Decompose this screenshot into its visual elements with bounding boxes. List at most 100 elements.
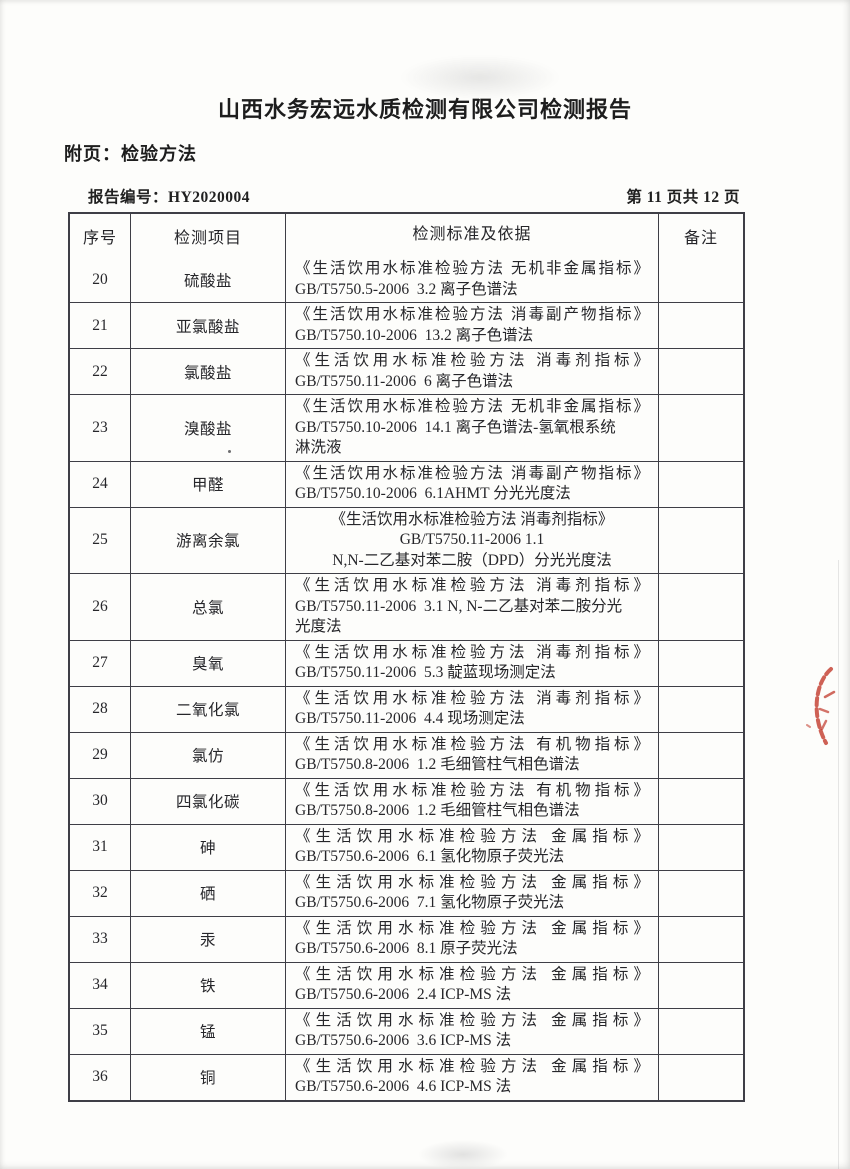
standard-line: GB/T5750.10-2006 13.2 离子色谱法 xyxy=(295,326,534,344)
table-row: 33 汞 《生活饮用水标准检验方法 金属指标》 GB/T5750.6-2006 8… xyxy=(70,915,743,962)
methods-table: 序号 检测项目 检测标准及依据 备注 20 硫酸盐 《生活饮用水标准检验方法 无… xyxy=(68,212,745,1102)
standard-line: 《生活饮用水标准检验方法 消毒剂指标》 xyxy=(330,510,614,528)
standard-line: GB/T5750.11-2006 5.3 靛蓝现场测定法 xyxy=(295,664,556,681)
table-row: 27 臭氧 《生活饮用水标准检验方法 消毒剂指标》 GB/T5750.11-200… xyxy=(70,639,743,686)
scan-smudge-top xyxy=(400,55,560,100)
remark-cell xyxy=(658,257,743,302)
remark-cell xyxy=(658,395,743,461)
report-number: 报告编号：HY2020004 xyxy=(88,185,250,207)
test-item-cell: 总氯 xyxy=(130,574,285,640)
standard-cell: 《生活饮用水标准检验方法 金属指标》 GB/T5750.6-2006 8.1 原子… xyxy=(285,916,658,962)
standard-line: 淋洗液 xyxy=(295,439,342,456)
standard-line: GB/T5750.6-2006 3.6 ICP-MS 法 xyxy=(295,1032,512,1049)
standard-line: GB/T5750.8-2006 1.2 毛细管柱气相色谱法 xyxy=(295,802,580,819)
scan-smudge-bottom xyxy=(418,1140,508,1169)
table-row: 34 铁 《生活饮用水标准检验方法 金属指标》 GB/T5750.6-2006 2… xyxy=(70,961,743,1008)
table-body: 20 硫酸盐 《生活饮用水标准检验方法 无机非金属指标》 GB/T5750.5-2… xyxy=(70,257,743,1100)
table-row: 32 硒 《生活饮用水标准检验方法 金属指标》 GB/T5750.6-2006 7… xyxy=(70,869,743,916)
test-item-cell: 游离余氯 xyxy=(130,507,285,573)
standard-cell: 《生活饮用水标准检验方法 消毒剂指标》 GB/T5750.11-2006 6 离子… xyxy=(285,349,658,394)
remark-cell xyxy=(658,640,743,686)
standard-line: 《生活饮用水标准检验方法 有机物指标》 xyxy=(295,735,649,753)
row-number-cell: 25 xyxy=(92,531,108,549)
remark-cell xyxy=(658,732,743,778)
table-row: 24 甲醛 《生活饮用水标准检验方法 消毒副产物指标》 GB/T5750.10-2… xyxy=(70,460,743,507)
header-test-item: 检测项目 xyxy=(130,214,285,257)
standard-line: N,N-二乙基对苯二胺（DPD）分光光度法 xyxy=(332,551,612,569)
remark-cell xyxy=(658,962,743,1008)
standard-cell: 《生活饮用水标准检验方法 金属指标》 GB/T5750.6-2006 4.6 IC… xyxy=(285,1054,658,1100)
table-row: 31 砷 《生活饮用水标准检验方法 金属指标》 GB/T5750.6-2006 6… xyxy=(70,823,743,870)
table-row: 25 游离余氯 《生活饮用水标准检验方法 消毒剂指标》 GB/T5750.11-2… xyxy=(70,506,743,573)
table-row: 22 氯酸盐 《生活饮用水标准检验方法 消毒剂指标》 GB/T5750.11-20… xyxy=(70,348,743,394)
row-number-cell: 31 xyxy=(92,838,108,855)
remark-cell xyxy=(658,507,743,573)
standard-line: 《生活饮用水标准检验方法 消毒剂指标》 xyxy=(295,577,649,594)
standard-line: 《生活饮用水标准检验方法 金属指标》 xyxy=(295,827,649,845)
standard-cell: 《生活饮用水标准检验方法 有机物指标》 GB/T5750.8-2006 1.2 毛… xyxy=(285,732,658,778)
standard-line: 《生活饮用水标准检验方法 金属指标》 xyxy=(295,1057,649,1075)
standard-line: GB/T5750.6-2006 4.6 ICP-MS 法 xyxy=(295,1078,512,1095)
standard-cell: 《生活饮用水标准检验方法 消毒剂指标》 GB/T5750.11-2006 3.1 … xyxy=(285,574,658,640)
test-item-cell: 二氧化氯 xyxy=(130,686,285,732)
standard-cell: 《生活饮用水标准检验方法 无机非金属指标》 GB/T5750.10-2006 14… xyxy=(285,395,658,461)
test-item-cell: 汞 xyxy=(130,916,285,962)
standard-line: 《生活饮用水标准检验方法 消毒剂指标》 xyxy=(295,689,649,707)
row-number-cell: 36 xyxy=(92,1068,108,1085)
table-row: 36 铜 《生活饮用水标准检验方法 金属指标》 GB/T5750.6-2006 4… xyxy=(70,1053,743,1100)
standard-line: GB/T5750.6-2006 7.1 氢化物原子荧光法 xyxy=(295,894,565,911)
test-item-cell: 溴酸盐 xyxy=(130,395,285,461)
table-row: 35 锰 《生活饮用水标准检验方法 金属指标》 GB/T5750.6-2006 3… xyxy=(70,1007,743,1054)
standard-cell: 《生活饮用水标准检验方法 有机物指标》 GB/T5750.8-2006 1.2 毛… xyxy=(285,778,658,824)
table-row: 30 四氯化碳 《生活饮用水标准检验方法 有机物指标》 GB/T5750.8-20… xyxy=(70,777,743,824)
table-row: 20 硫酸盐 《生活饮用水标准检验方法 无机非金属指标》 GB/T5750.5-2… xyxy=(70,257,743,302)
standard-line: 《生活饮用水标准检验方法 无机非金属指标》 xyxy=(295,398,649,415)
standard-cell: 《生活饮用水标准检验方法 消毒剂指标》 GB/T5750.11-2006 1.1 N… xyxy=(285,507,658,573)
standard-line: GB/T5750.6-2006 8.1 原子荧光法 xyxy=(295,940,518,957)
remark-cell xyxy=(658,574,743,640)
standard-cell: 《生活饮用水标准检验方法 消毒副产物指标》 GB/T5750.10-2006 13… xyxy=(285,303,658,348)
standard-line: 光度法 xyxy=(295,618,342,635)
standard-cell: 《生活饮用水标准检验方法 金属指标》 GB/T5750.6-2006 3.6 IC… xyxy=(285,1008,658,1054)
table-row: 29 氯仿 《生活饮用水标准检验方法 有机物指标》 GB/T5750.8-2006… xyxy=(70,731,743,778)
header-serial: 序号 xyxy=(82,229,117,247)
standard-line: 《生活饮用水标准检验方法 金属指标》 xyxy=(295,919,649,937)
standard-cell: 《生活饮用水标准检验方法 金属指标》 GB/T5750.6-2006 6.1 氢化… xyxy=(285,824,658,870)
row-number-cell: 34 xyxy=(92,976,108,993)
standard-line: 《生活饮用水标准检验方法 消毒副产物指标》 xyxy=(295,464,649,482)
paper-crease xyxy=(838,560,839,1169)
row-number-cell: 24 xyxy=(92,475,108,492)
row-number-cell: 21 xyxy=(92,316,108,334)
row-number-cell: 29 xyxy=(92,746,108,763)
standard-line: 《生活饮用水标准检验方法 金属指标》 xyxy=(295,873,649,891)
page-title: 山西水务宏远水质检测有限公司检测报告 xyxy=(217,97,632,122)
table-header-row: 序号 检测项目 检测标准及依据 备注 xyxy=(70,214,743,257)
table-row: 26 总氯 《生活饮用水标准检验方法 消毒剂指标》 GB/T5750.11-200… xyxy=(70,573,743,640)
report-number-value: HY2020004 xyxy=(168,189,251,206)
attachment-subtitle: 附页：检验方法 xyxy=(64,144,197,164)
standard-line: GB/T5750.11-2006 4.4 现场测定法 xyxy=(295,710,525,727)
remark-cell xyxy=(658,870,743,916)
red-seal-stamp xyxy=(806,667,836,745)
remark-cell xyxy=(658,349,743,394)
remark-cell xyxy=(658,778,743,824)
remark-cell xyxy=(658,1054,743,1100)
table-row: 21 亚氯酸盐 《生活饮用水标准检验方法 消毒副产物指标》 GB/T5750.10… xyxy=(70,302,743,348)
report-meta-row: 报告编号：HY2020004 第 11 页共 12 页 xyxy=(88,185,740,207)
standard-line: GB/T5750.10-2006 6.1AHMT 分光光度法 xyxy=(295,485,571,502)
row-number-cell: 22 xyxy=(92,362,108,380)
remark-cell xyxy=(658,461,743,507)
row-number-cell: 35 xyxy=(92,1022,108,1039)
remark-cell xyxy=(658,303,743,348)
test-item-cell: 铜 xyxy=(130,1054,285,1100)
row-number-cell: 30 xyxy=(92,792,108,809)
standard-cell: 《生活饮用水标准检验方法 无机非金属指标》 GB/T5750.5-2006 3.2… xyxy=(285,257,658,302)
standard-line: 《生活饮用水标准检验方法 无机非金属指标》 xyxy=(295,260,649,277)
row-number-cell: 33 xyxy=(92,930,108,947)
scan-ink-dot xyxy=(228,450,231,453)
standard-line: GB/T5750.8-2006 1.2 毛细管柱气相色谱法 xyxy=(295,756,580,773)
remark-cell xyxy=(658,686,743,732)
row-number-cell: 23 xyxy=(92,418,108,436)
test-item-cell: 甲醛 xyxy=(130,461,285,507)
